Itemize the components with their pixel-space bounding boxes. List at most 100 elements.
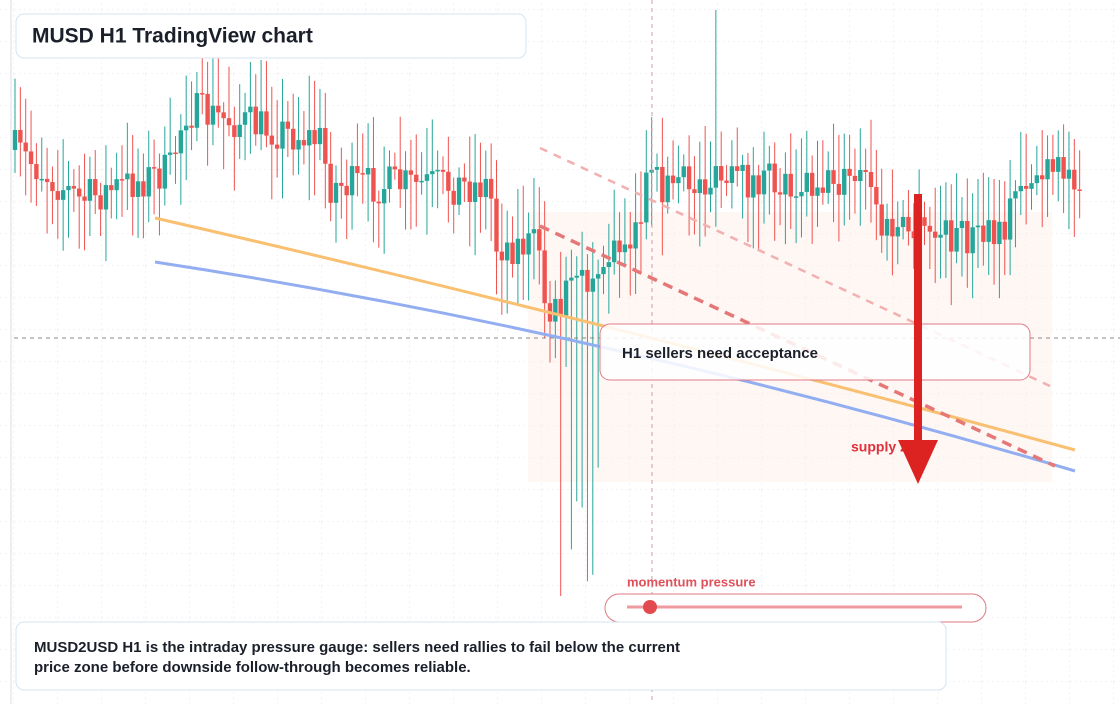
candle-body xyxy=(965,220,970,254)
candle-body xyxy=(472,182,478,202)
candle-body xyxy=(868,171,874,188)
candle-body xyxy=(1013,191,1018,199)
candle-body xyxy=(842,168,847,195)
candle-body xyxy=(879,204,884,236)
candle-body xyxy=(285,121,291,129)
candle-body xyxy=(724,180,729,183)
candle-body xyxy=(280,121,285,149)
candle-body xyxy=(55,191,60,200)
candle-body xyxy=(660,166,665,203)
candle-body xyxy=(446,171,451,191)
candle-body xyxy=(858,170,863,182)
candle-body xyxy=(248,106,253,113)
candle-body xyxy=(745,164,751,198)
candle-body xyxy=(376,201,381,204)
candle-body xyxy=(387,166,392,190)
candle-body xyxy=(18,130,23,143)
candle-body xyxy=(414,174,419,182)
candle-body xyxy=(515,238,521,265)
candle-body xyxy=(39,178,44,181)
candle-body xyxy=(585,269,590,292)
candle-body xyxy=(456,177,462,205)
candle-body xyxy=(12,130,18,150)
candle-body xyxy=(863,170,868,172)
candle-body xyxy=(740,164,745,171)
title-box xyxy=(15,13,527,59)
candle-body xyxy=(702,179,708,195)
candle-body xyxy=(975,225,981,228)
candle-body xyxy=(478,182,483,198)
candle-body xyxy=(109,185,114,191)
candle-body xyxy=(467,181,472,202)
candle-body xyxy=(997,221,1002,245)
candle-body xyxy=(986,220,991,242)
candle-body xyxy=(130,173,135,197)
candle-body xyxy=(371,168,376,202)
candle-body xyxy=(98,195,103,210)
candle-body xyxy=(772,163,777,193)
candle-body xyxy=(296,140,301,150)
candle-body xyxy=(440,169,446,172)
candle-body xyxy=(563,280,569,316)
candle-body xyxy=(1002,221,1007,240)
candle-body xyxy=(1056,157,1061,172)
candle-body xyxy=(852,175,858,182)
candle-body xyxy=(579,269,585,276)
channel-lower xyxy=(539,224,1056,468)
candle-body xyxy=(291,128,296,150)
candle-body xyxy=(510,242,515,265)
candle-body xyxy=(622,244,628,253)
annotation-box xyxy=(599,323,1031,381)
candle-body xyxy=(328,163,333,203)
candle-body xyxy=(697,179,702,194)
candle-body xyxy=(713,166,719,188)
candle-body xyxy=(553,298,558,322)
candle-body xyxy=(1061,157,1066,179)
candle-body xyxy=(60,190,66,200)
candle-body xyxy=(44,178,50,183)
candle-body xyxy=(494,198,499,252)
candle-body xyxy=(949,220,954,252)
candle-body xyxy=(66,186,71,191)
candle-body xyxy=(398,169,403,190)
candle-body xyxy=(981,225,986,242)
candle-body xyxy=(686,166,692,190)
description-line: price zone before downside follow-throug… xyxy=(34,659,471,676)
candle-body xyxy=(933,231,938,238)
candle-body xyxy=(424,174,430,181)
candle-body xyxy=(430,171,435,175)
candle-body xyxy=(836,183,842,195)
candle-body xyxy=(633,222,638,249)
candle-body xyxy=(103,185,109,210)
candle-body xyxy=(927,225,933,232)
candle-body xyxy=(488,178,494,199)
candle-body xyxy=(194,93,200,128)
candle-body xyxy=(644,172,649,223)
candle-body xyxy=(435,169,440,172)
candle-body xyxy=(499,251,505,261)
candle-body xyxy=(408,170,414,175)
gauge-label: momentum pressure xyxy=(627,574,756,589)
candle-body xyxy=(542,250,547,304)
candle-body xyxy=(911,231,916,239)
candle-body xyxy=(178,130,184,154)
candle-body xyxy=(77,188,82,197)
candle-body xyxy=(349,166,355,196)
candle-body xyxy=(1040,175,1045,180)
candle-body xyxy=(323,127,328,164)
candle-body xyxy=(612,240,617,263)
candle-body xyxy=(125,173,130,180)
candle-body xyxy=(1018,185,1023,192)
candle-body xyxy=(526,233,531,255)
candle-body xyxy=(1050,159,1056,172)
candle-body xyxy=(151,167,157,169)
candle-body xyxy=(184,125,189,131)
candle-body xyxy=(670,175,676,184)
candle-body xyxy=(173,152,178,155)
candle-body xyxy=(114,179,119,191)
candle-body xyxy=(1034,175,1040,184)
candle-body xyxy=(1072,169,1077,190)
candle-body xyxy=(531,229,537,234)
candle-body xyxy=(242,112,248,125)
